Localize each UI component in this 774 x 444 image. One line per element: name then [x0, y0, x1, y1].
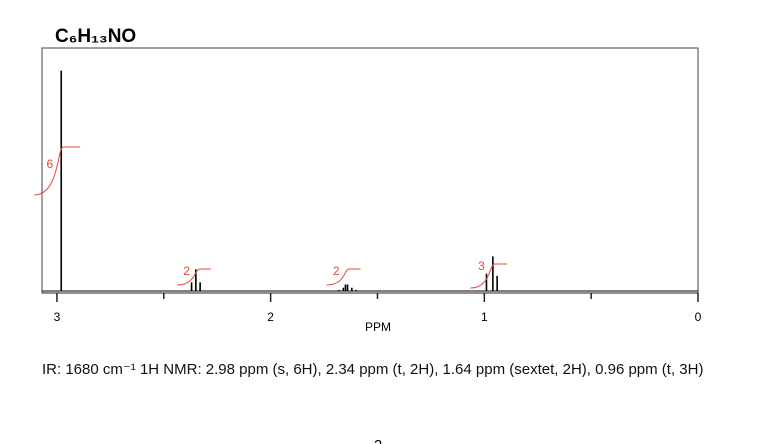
integral-label: 2	[333, 264, 340, 278]
x-axis-label: PPM	[365, 320, 391, 334]
integral-curve	[176, 268, 211, 286]
x-tick-label: 0	[695, 310, 702, 324]
page-number: 2	[374, 437, 382, 444]
integral-label: 6	[47, 157, 54, 171]
plot-frame	[41, 47, 699, 294]
x-tick-label: 1	[481, 310, 488, 324]
integral-curve	[326, 268, 361, 286]
integral-label: 2	[183, 264, 190, 278]
chart-title: C₆H₁₃NO	[55, 26, 136, 47]
integral-curve	[34, 146, 81, 196]
integral-label: 3	[478, 259, 485, 273]
integral-curve	[470, 263, 508, 289]
x-tick-label: 3	[54, 310, 61, 324]
caption: IR: 1680 cm⁻¹ 1H NMR: 2.98 ppm (s, 6H), …	[42, 361, 704, 378]
x-tick-label: 2	[267, 310, 274, 324]
